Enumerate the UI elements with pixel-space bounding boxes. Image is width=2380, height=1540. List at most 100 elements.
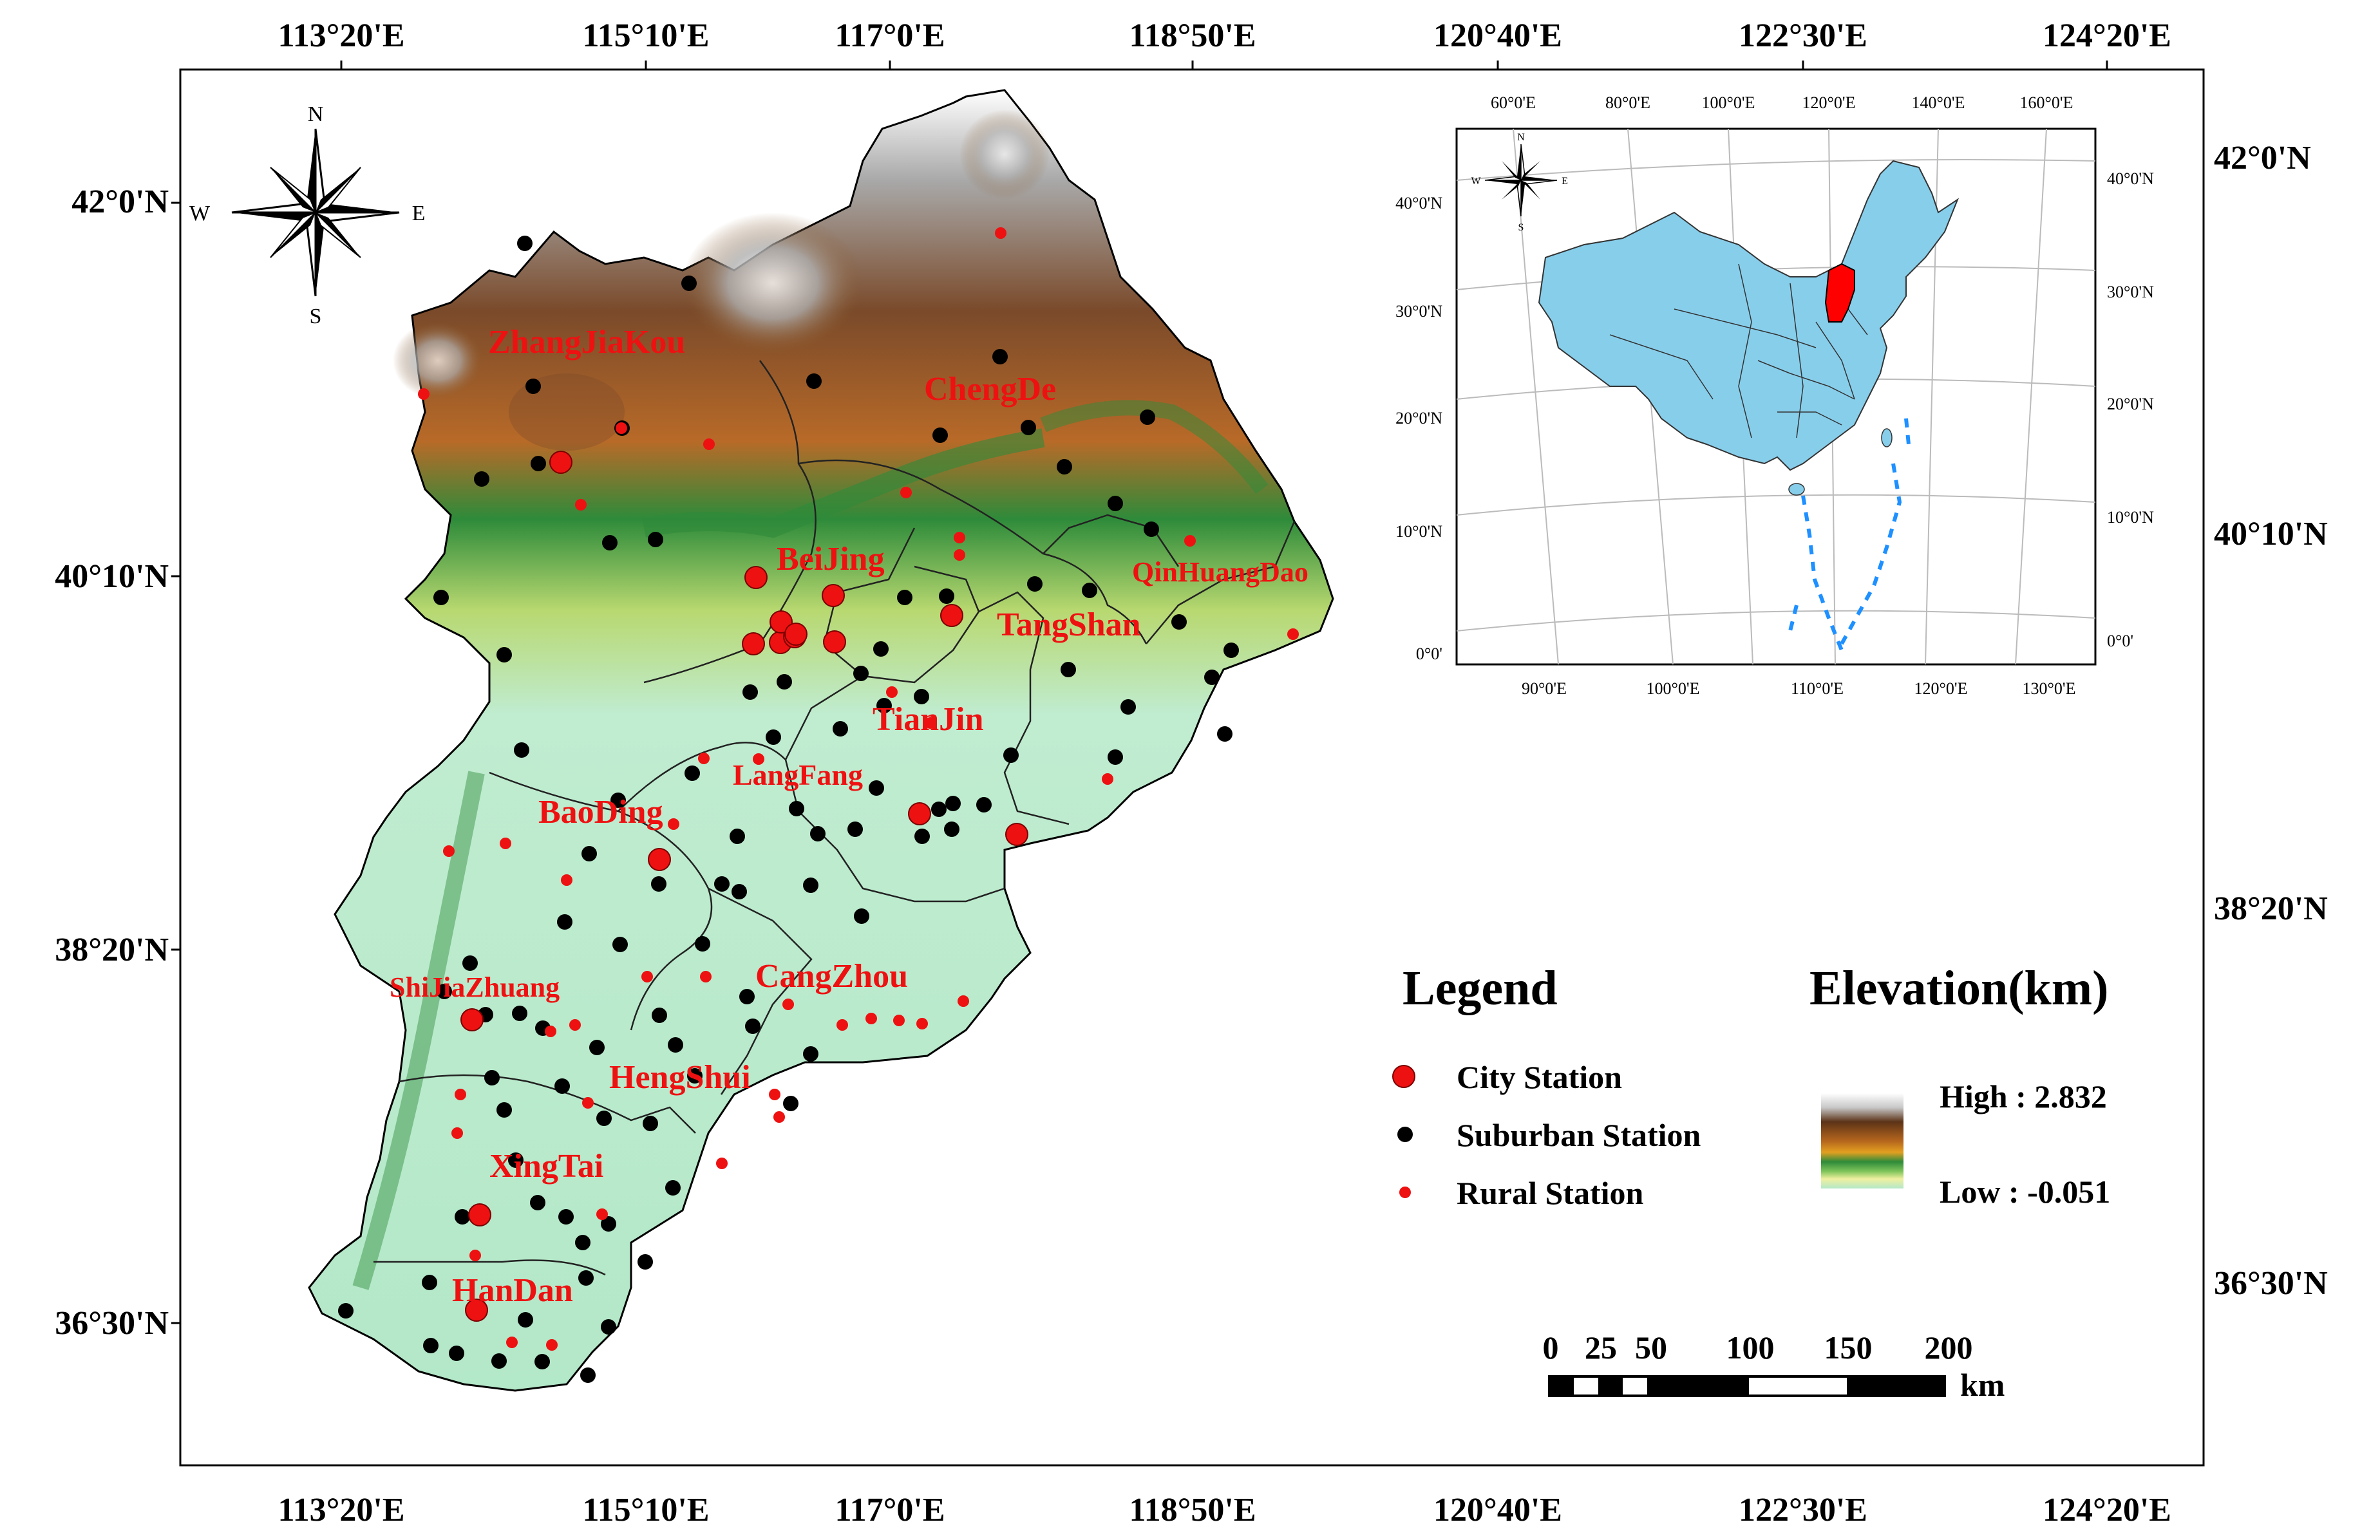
rural-station	[569, 1019, 581, 1031]
city-label-baoding: BaoDing	[538, 794, 663, 831]
bottom-lon-label: 122°30'E	[1739, 1492, 1867, 1528]
legend-rural-symbol	[1399, 1187, 1411, 1198]
suburban-station	[1223, 643, 1239, 658]
rural-station	[500, 838, 511, 849]
rural-station	[469, 1250, 481, 1261]
suburban-station	[474, 471, 489, 487]
rural-station	[1184, 535, 1196, 547]
suburban-station	[783, 1096, 798, 1111]
suburban-station	[777, 674, 792, 690]
inset-bottom-lon-label: 90°0'E	[1522, 679, 1567, 698]
rural-station	[451, 1127, 463, 1139]
suburban-station	[517, 236, 533, 251]
inset-right-lat-label: 20°0'N	[2107, 395, 2154, 413]
suburban-station	[601, 1319, 616, 1335]
city-label-shijiazhuang: ShiJiaZhuang	[390, 972, 560, 1003]
suburban-station	[687, 1068, 703, 1084]
top-lon-label: 124°20'E	[2043, 17, 2171, 54]
elevation-title: Elevation(km)	[1809, 961, 2108, 1015]
right-lat-label: 36°30'N	[2214, 1265, 2328, 1302]
suburban-station	[643, 1116, 658, 1131]
inset-bottom-lon-label: 100°0'E	[1647, 679, 1700, 698]
suburban-station	[531, 456, 546, 471]
city-label-beijing: BeiJing	[777, 541, 885, 578]
rural-station	[668, 818, 679, 830]
right-lat-label: 40°10'N	[2214, 516, 2328, 552]
city-label-zhangjiakou: ZhangJiaKou	[488, 324, 685, 361]
suburban-station	[876, 698, 892, 713]
suburban-station	[491, 1353, 507, 1369]
city-station	[823, 630, 846, 653]
rural-station	[582, 1097, 594, 1109]
suburban-station	[518, 1312, 533, 1328]
suburban-station	[914, 689, 929, 704]
suburban-station	[745, 1019, 760, 1034]
city-label-chengde: ChengDe	[924, 371, 1056, 408]
suburban-station	[1120, 699, 1136, 715]
rural-station	[616, 422, 627, 434]
city-labels: ZhangJiaKou ChengDe BeiJing QinHuangDao …	[390, 324, 1308, 1309]
suburban-station	[932, 427, 948, 443]
right-lat-label: 38°20'N	[2214, 890, 2328, 927]
suburban-station	[732, 884, 747, 899]
suburban-station	[685, 765, 700, 781]
legend: Legend City Station Suburban Station Rur…	[1392, 961, 1701, 1211]
admin-boundaries	[373, 360, 1296, 1276]
city-label-tangshan: TangShan	[997, 606, 1141, 643]
suburban-station	[638, 1254, 653, 1270]
legend-rural-label: Rural Station	[1457, 1175, 1644, 1211]
suburban-station	[484, 1070, 500, 1085]
suburban-station	[931, 802, 947, 817]
bottom-lon-label: 117°0'E	[835, 1492, 945, 1528]
suburban-station	[612, 937, 628, 952]
suburban-station	[853, 666, 869, 681]
rural-station	[753, 753, 764, 765]
legend-suburban-symbol	[1397, 1127, 1413, 1142]
left-lat-label: 36°30'N	[55, 1305, 169, 1342]
rural-station	[893, 1015, 905, 1026]
suburban-station	[652, 1008, 667, 1023]
suburban-station	[1217, 726, 1232, 742]
inset-arrow-n: N	[1517, 132, 1525, 143]
left-lat-label: 40°10'N	[55, 558, 169, 595]
left-lat-label: 42°0'N	[71, 183, 169, 220]
suburban-station	[847, 822, 863, 837]
inset-north-arrow: N S E W	[1471, 132, 1567, 233]
rural-station	[782, 999, 794, 1010]
city-label-langfang: LangFang	[733, 758, 863, 791]
north-arrow-w: W	[189, 202, 211, 225]
rural-station	[954, 532, 965, 543]
city-label-hengshui: HengShui	[609, 1059, 751, 1096]
suburban-station	[695, 936, 710, 952]
city-station	[549, 451, 572, 474]
city-station	[744, 566, 768, 589]
suburban-station	[668, 1037, 683, 1053]
rural-stations	[418, 227, 1299, 1351]
inset-arrow-s: S	[1518, 222, 1524, 233]
rural-station	[641, 971, 653, 982]
suburban-station	[789, 801, 804, 816]
rural-station	[561, 874, 572, 886]
scale-tick-200: 200	[1925, 1329, 1973, 1366]
inset-top-lon-label: 100°0'E	[1702, 93, 1755, 112]
hebei-region	[308, 89, 1334, 1392]
city-station	[742, 632, 765, 655]
rural-station	[575, 499, 587, 511]
scale-tick-25: 25	[1585, 1329, 1617, 1366]
inset-top-lon-label: 140°0'E	[1912, 93, 1965, 112]
right-lat-labels: 42°0'N 40°10'N 38°20'N 36°30'N	[2214, 140, 2328, 1302]
rural-station	[865, 1013, 877, 1024]
inset-hebei-region	[1824, 263, 1855, 323]
city-station	[648, 848, 671, 871]
suburban-station	[496, 647, 512, 662]
north-arrow-n: N	[308, 102, 324, 126]
rural-station	[703, 438, 715, 450]
suburban-station	[766, 729, 781, 745]
suburban-stations	[338, 236, 1239, 1383]
rural-station	[773, 1111, 785, 1123]
north-arrow: N S E W	[189, 102, 425, 328]
rural-station	[769, 1089, 780, 1100]
inset-taiwan	[1881, 428, 1893, 447]
suburban-station	[976, 797, 992, 812]
